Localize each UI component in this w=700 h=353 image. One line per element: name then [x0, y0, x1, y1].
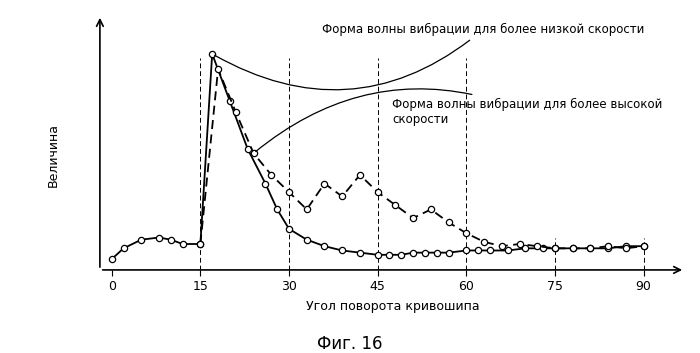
Y-axis label: Величина: Величина [47, 123, 60, 187]
Text: Форма волны вибрации для более низкой скорости: Форма волны вибрации для более низкой ск… [215, 23, 645, 90]
Text: Форма волны вибрации для более высокой
скорости: Форма волны вибрации для более высокой с… [256, 89, 663, 151]
Text: Фиг. 16: Фиг. 16 [317, 335, 383, 353]
X-axis label: Угол поворота кривошипа: Угол поворота кривошипа [306, 300, 480, 313]
